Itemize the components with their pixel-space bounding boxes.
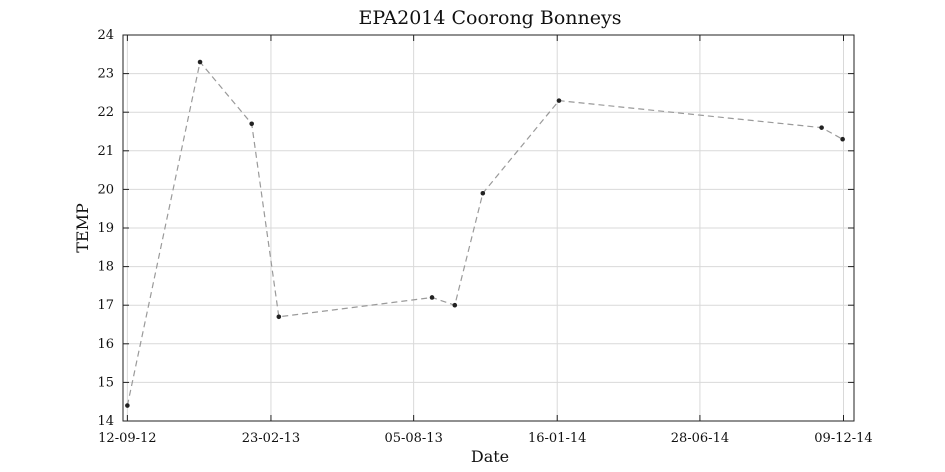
data-point: [819, 125, 824, 130]
y-tick-label: 23: [97, 67, 114, 82]
x-tick-label: 12-09-12: [98, 431, 156, 446]
tick-layer: 14 15 16 17 18 19 20 21 22 23 24 12-09-12 23-02-13 05…: [97, 28, 872, 446]
grid-layer: [123, 34, 854, 422]
data-point: [125, 403, 130, 408]
data-point: [452, 302, 458, 308]
y-tick-label: 15: [97, 375, 114, 390]
x-tick-label: 28-06-14: [671, 431, 729, 446]
chart-title: EPA2014 Coorong Bonneys: [358, 7, 621, 29]
data-point: [480, 190, 486, 196]
x-axis-label: Date: [471, 447, 509, 466]
y-tick-label: 24: [97, 28, 114, 43]
y-tick-label: 14: [97, 414, 114, 429]
x-tick-label: 16-01-14: [528, 431, 586, 446]
y-tick-label: 17: [97, 298, 114, 313]
x-tick-label: 23-02-13: [242, 431, 300, 446]
y-tick-label: 20: [97, 182, 114, 197]
data-point: [429, 295, 435, 300]
x-tick-label: 09-12-14: [814, 431, 872, 446]
y-tick-label: 16: [97, 337, 114, 352]
data-point: [249, 121, 254, 127]
data-point: [197, 59, 203, 65]
y-tick-label: 18: [97, 260, 114, 275]
data-point: [840, 136, 845, 142]
data-point: [276, 314, 282, 320]
x-tick-label: 05-08-13: [384, 431, 442, 446]
temperature-series-line: [126, 60, 843, 406]
y-tick-label: 19: [97, 221, 114, 236]
data-point: [556, 98, 562, 103]
y-axis-label: TEMP: [73, 203, 92, 253]
y-tick-label: 21: [97, 144, 114, 159]
y-tick-label: 22: [97, 105, 114, 120]
series-layer: [125, 59, 845, 408]
